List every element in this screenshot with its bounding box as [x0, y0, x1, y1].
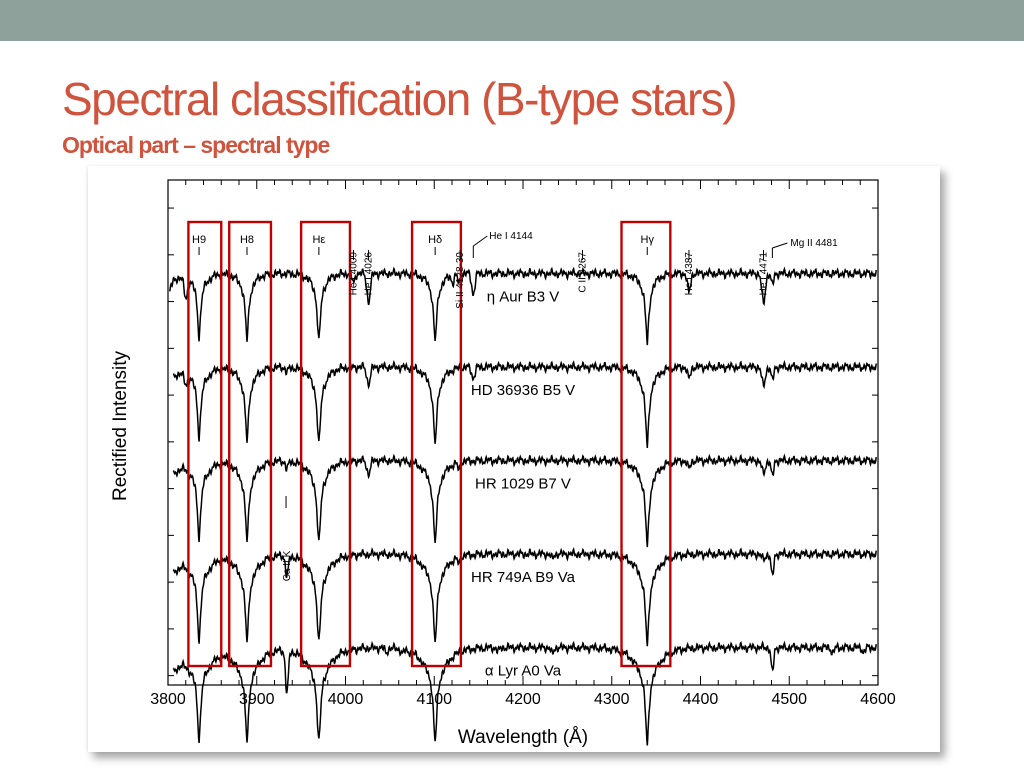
balmer-label: H8 [240, 234, 254, 246]
series-label: HR 1029 B7 V [475, 476, 571, 493]
highlight-box [410, 220, 463, 668]
line-label: He I 4026 [364, 252, 375, 296]
series-labels: η Aur B3 V HD 36936 B5 V HR 1029 B7 V HR 74… [471, 289, 576, 680]
figure-card: H9 H8 Hε Hδ Hγ He I 4009 He I 4026 Si II 4128-3… [88, 166, 940, 752]
slide-title: Spectral classification (B-type stars) [62, 73, 738, 125]
highlight-box [187, 220, 223, 668]
line-tick [473, 235, 488, 247]
x-tick-label: 4500 [771, 691, 807, 708]
line-label: Mg II 4481 [790, 238, 838, 249]
axis-ticks [167, 180, 879, 685]
balmer-label: Hε [312, 234, 325, 246]
series-label: HR 749A B9 Va [471, 569, 576, 586]
line-label: He I 4144 [489, 231, 533, 242]
balmer-label: H9 [192, 234, 206, 246]
highlight-box [299, 220, 352, 668]
spectra-traces [169, 266, 877, 746]
plot-frame [167, 179, 879, 686]
highlight-boxes [187, 220, 672, 668]
spectrum-line [172, 359, 877, 449]
x-tick-label: 4600 [860, 691, 896, 708]
line-label: C II 4267 [577, 252, 588, 293]
spectra-chart: H9 H8 Hε Hδ Hγ He I 4009 He I 4026 Si II 4128-3… [110, 179, 896, 748]
series-label: α Lyr A0 Va [485, 663, 562, 680]
y-axis-label: Rectified Intensity [110, 351, 131, 501]
highlight-box [228, 220, 273, 668]
highlight-box [620, 220, 672, 668]
slide-subtitle: Optical part – spectral type [62, 132, 330, 158]
spectrum-line [172, 546, 877, 647]
line-label: He I 4387 [684, 252, 695, 296]
spectrum-line [172, 453, 877, 548]
balmer-label: Hδ [428, 234, 442, 246]
x-tick-label: 4300 [594, 691, 630, 708]
line-annotations: H9 H8 Hε Hδ Hγ He I 4009 He I 4026 Si II 4128-3… [192, 231, 838, 581]
line-label: Ca II K [282, 550, 293, 581]
x-tick-label: 4400 [683, 691, 719, 708]
x-tick-label: 4000 [328, 691, 364, 708]
x-tick-label: 3900 [239, 691, 275, 708]
balmer-label: Hγ [641, 234, 655, 246]
series-label: η Aur B3 V [487, 289, 560, 306]
line-label: He I 4009 [348, 252, 359, 296]
x-tick-labels: 3800 3900 4000 4100 4200 4300 4400 4500 4600 [150, 691, 896, 708]
x-tick-label: 4100 [416, 691, 452, 708]
spectrum-line [172, 640, 877, 746]
x-tick-label: 3800 [150, 691, 186, 708]
x-tick-label: 4200 [505, 691, 541, 708]
line-tick [772, 242, 788, 249]
x-axis-label: Wavelength (Å) [458, 727, 588, 748]
line-label: He I 4471 [759, 252, 770, 296]
line-label: Si II 4128-30 [455, 252, 466, 309]
spectrum-line [169, 266, 877, 346]
top-bar [0, 0, 1024, 41]
series-label: HD 36936 B5 V [471, 382, 575, 399]
